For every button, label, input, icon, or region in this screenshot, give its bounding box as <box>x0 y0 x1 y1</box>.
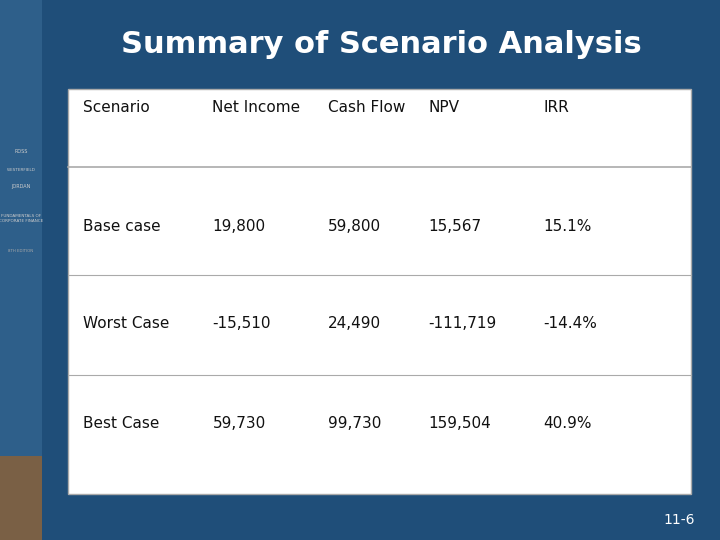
Text: Base case: Base case <box>83 219 161 234</box>
Text: 59,800: 59,800 <box>328 219 381 234</box>
Text: 159,504: 159,504 <box>428 416 491 431</box>
Text: 99,730: 99,730 <box>328 416 381 431</box>
Text: 15.1%: 15.1% <box>544 219 592 234</box>
FancyBboxPatch shape <box>68 89 691 494</box>
Text: NPV: NPV <box>428 100 459 116</box>
Text: Best Case: Best Case <box>83 416 159 431</box>
Text: 40.9%: 40.9% <box>544 416 592 431</box>
Text: 24,490: 24,490 <box>328 316 381 332</box>
Text: -14.4%: -14.4% <box>544 316 598 332</box>
Text: Worst Case: Worst Case <box>83 316 169 332</box>
Text: Cash Flow: Cash Flow <box>328 100 405 116</box>
Text: Summary of Scenario Analysis: Summary of Scenario Analysis <box>121 30 642 59</box>
Bar <box>0 456 42 540</box>
Text: 11-6: 11-6 <box>663 512 695 526</box>
Bar <box>0 0 42 540</box>
Text: -111,719: -111,719 <box>428 316 497 332</box>
Text: 59,730: 59,730 <box>212 416 266 431</box>
Text: ROSS: ROSS <box>14 148 27 154</box>
Text: WESTERFIELD: WESTERFIELD <box>6 168 35 172</box>
Text: IRR: IRR <box>544 100 570 116</box>
Text: Net Income: Net Income <box>212 100 300 116</box>
Text: JORDAN: JORDAN <box>12 184 30 189</box>
Text: -15,510: -15,510 <box>212 316 271 332</box>
Text: FUNDAMENTALS OF
CORPORATE FINANCE: FUNDAMENTALS OF CORPORATE FINANCE <box>0 214 43 223</box>
Text: 19,800: 19,800 <box>212 219 266 234</box>
Text: 8TH EDITION: 8TH EDITION <box>9 249 33 253</box>
Text: Scenario: Scenario <box>83 100 150 116</box>
Text: 15,567: 15,567 <box>428 219 482 234</box>
